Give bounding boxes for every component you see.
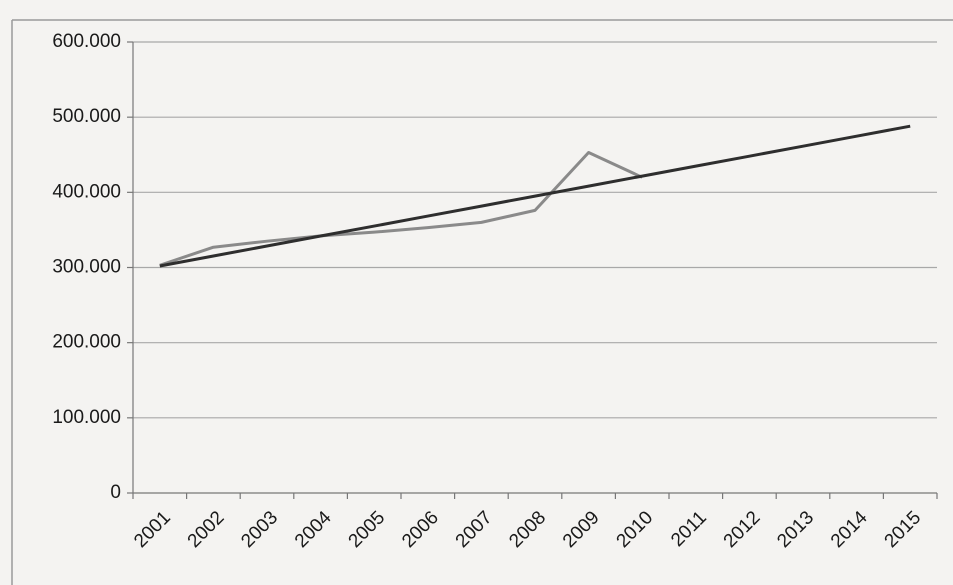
- y-tick-label: 400.000: [52, 181, 121, 202]
- series-line: [159, 124, 911, 268]
- y-tick-label: 500.000: [52, 106, 121, 127]
- y-tick-label: 600.000: [52, 31, 121, 52]
- series-line: [159, 150, 643, 267]
- y-tick-label: 200.000: [52, 332, 121, 353]
- y-tick-label: 100.000: [52, 407, 121, 428]
- y-tick-label: 0: [110, 482, 121, 503]
- y-tick-label: 300.000: [52, 257, 121, 278]
